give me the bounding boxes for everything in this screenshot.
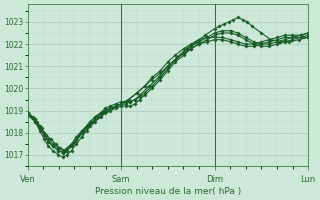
X-axis label: Pression niveau de la mer( hPa ): Pression niveau de la mer( hPa ) xyxy=(95,187,241,196)
